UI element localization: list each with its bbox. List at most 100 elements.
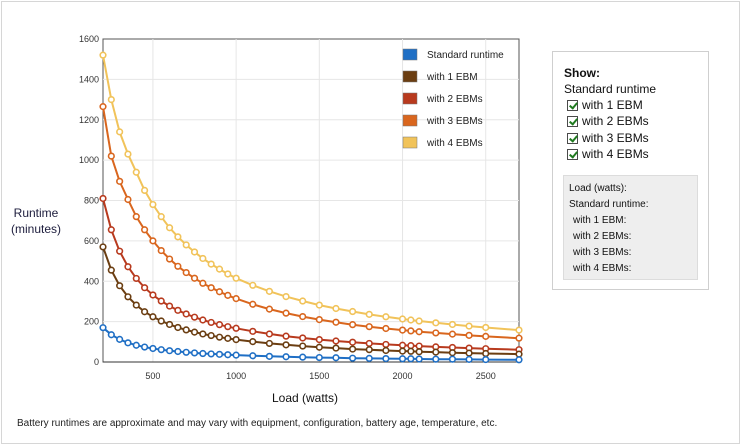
data-point (382, 346, 390, 355)
checkbox-3-ebms[interactable] (567, 132, 578, 144)
data-point (99, 51, 107, 59)
data-point (132, 274, 140, 283)
data-point (232, 274, 240, 282)
data-point (157, 346, 165, 354)
option-label: with 2 EBMs (582, 114, 649, 128)
data-point (265, 352, 274, 360)
data-point (232, 335, 240, 344)
option-label: with 1 EBM (582, 98, 643, 112)
series-line-0 (102, 326, 520, 361)
data-point (415, 342, 423, 350)
data-point (282, 292, 290, 301)
data-point (465, 322, 473, 330)
data-point (224, 291, 232, 299)
data-point (249, 327, 257, 335)
data-point (398, 326, 407, 334)
data-point (332, 354, 340, 362)
data-point (299, 297, 307, 305)
series-line-3 (102, 106, 520, 340)
data-point (365, 310, 373, 318)
x-tick-label: 1000 (226, 371, 246, 381)
data-point (165, 302, 174, 310)
legend-label: with 1 EBM (426, 72, 478, 83)
data-point (215, 333, 224, 341)
checkbox-2-ebms[interactable] (567, 115, 578, 127)
toggle-2-ebms[interactable]: with 2 EBMs (567, 114, 649, 128)
data-point (515, 334, 523, 342)
data-point (174, 306, 182, 314)
data-point (190, 313, 199, 321)
y-tick-label: 1400 (79, 74, 99, 84)
data-point (116, 177, 124, 185)
show-panel: Show: Standard runtime with 1 EBM with 2… (552, 51, 709, 290)
data-point (415, 355, 423, 363)
data-point (415, 317, 423, 325)
data-point (482, 355, 490, 364)
data-point (482, 349, 490, 358)
readout-standard: Standard runtime: (569, 199, 649, 210)
x-tick-label: 2500 (476, 371, 496, 381)
toggle-3-ebms[interactable]: with 3 EBMs (567, 131, 649, 145)
data-point (465, 355, 473, 363)
checkbox-1-ebm[interactable] (567, 99, 578, 111)
data-point (407, 347, 415, 355)
data-point (116, 128, 124, 136)
data-point (207, 350, 215, 358)
data-point (157, 246, 165, 255)
legend-swatch (402, 136, 418, 149)
data-point (174, 323, 182, 332)
data-point (174, 233, 182, 241)
legend-label: with 3 EBMs (426, 116, 483, 127)
data-point (432, 348, 440, 356)
data-point (432, 329, 440, 337)
data-point (332, 344, 340, 352)
data-point (141, 343, 149, 351)
data-point (224, 323, 232, 331)
standard-runtime-label: Standard runtime (564, 82, 657, 96)
readout-load: Load (watts): (569, 183, 627, 194)
data-point (315, 316, 323, 324)
data-point (124, 293, 132, 301)
data-point (299, 353, 307, 361)
data-point (199, 330, 207, 338)
data-point (224, 351, 232, 359)
data-point (265, 339, 274, 348)
data-point (141, 308, 149, 316)
legend: Standard runtime with 1 EBM with 2 EBMs wit… (402, 48, 504, 149)
legend-swatch (402, 70, 418, 83)
data-point (165, 224, 174, 232)
grid-lines (102, 38, 520, 363)
data-point (174, 347, 182, 356)
data-point (232, 324, 240, 332)
option-label: with 4 EBMs (582, 147, 649, 161)
data-point (332, 318, 340, 326)
data-point (149, 200, 157, 209)
checkbox-4-ebms[interactable] (567, 148, 578, 160)
data-point (299, 334, 307, 342)
data-point (249, 338, 257, 346)
option-label: with 3 EBMs (582, 131, 649, 145)
data-point (199, 279, 207, 287)
data-point (207, 331, 215, 340)
toggle-4-ebms[interactable]: with 4 EBMs (567, 147, 649, 161)
data-point (282, 332, 290, 340)
data-point (332, 304, 340, 313)
data-point (132, 301, 140, 309)
data-point (141, 284, 149, 292)
data-point (132, 168, 140, 176)
data-point (116, 247, 124, 255)
data-point (482, 332, 490, 340)
toggle-1-ebm[interactable]: with 1 EBM (567, 98, 643, 112)
data-point (299, 312, 307, 321)
y-axis-label: Runtime (minutes) (10, 206, 61, 236)
data-point (149, 237, 157, 245)
series-line-2 (102, 198, 520, 351)
data-point (315, 343, 323, 351)
y-tick-label: 200 (84, 317, 99, 327)
data-point (465, 331, 473, 339)
data-point (415, 328, 423, 336)
data-point (207, 284, 215, 292)
y-tick-label: 400 (84, 276, 99, 286)
data-point (515, 326, 523, 334)
y-tick-label: 0 (94, 357, 99, 367)
